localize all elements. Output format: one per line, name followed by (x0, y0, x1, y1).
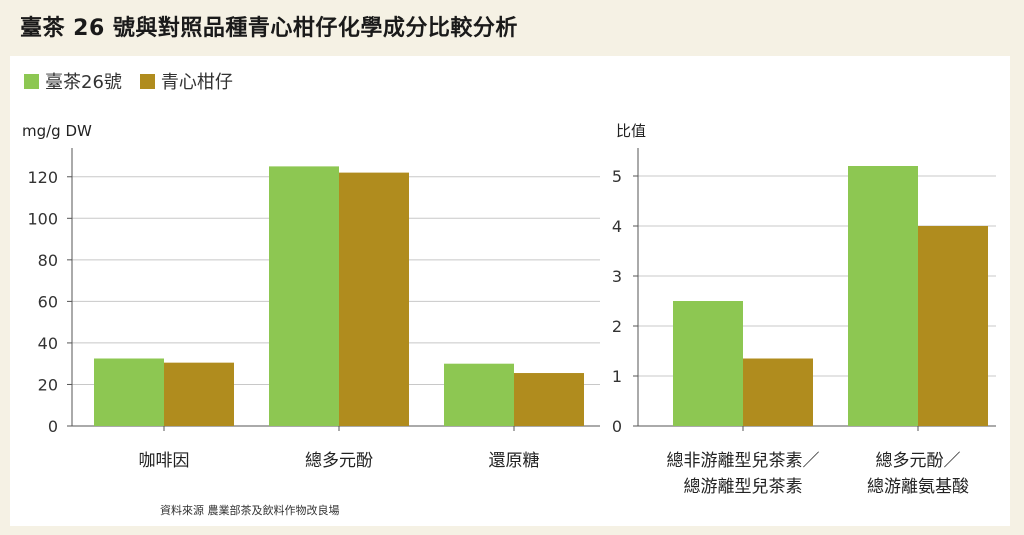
source-note: 資料來源 農業部茶及飲料作物改良場 (160, 504, 340, 517)
bar-qingxin (743, 358, 813, 426)
bar-qingxin (164, 362, 234, 426)
bar-qingxin (514, 373, 584, 426)
legend-item-taicha26: 臺茶26號 (24, 68, 122, 94)
y-tick-label: 2 (612, 317, 622, 336)
y-axis-label: 比值 (616, 122, 646, 140)
x-tick-label: 還原糖 (489, 451, 540, 471)
bar-taicha26 (848, 166, 918, 426)
y-tick-label: 20 (38, 375, 58, 394)
y-tick-label: 1 (612, 367, 622, 386)
legend-label-qingxin: 青心柑仔 (160, 72, 233, 93)
y-tick-label: 40 (38, 334, 58, 353)
bar-qingxin (339, 172, 409, 426)
legend: 臺茶26號 青心柑仔 (24, 68, 251, 94)
bar-taicha26 (269, 166, 339, 426)
x-tick-label: 總游離型兒茶素 (684, 477, 803, 497)
y-tick-label: 100 (27, 209, 58, 228)
y-tick-label: 3 (612, 267, 622, 286)
bar-qingxin (918, 226, 988, 426)
x-tick-label: 總多元酚 (305, 451, 373, 471)
bar-taicha26 (444, 363, 514, 426)
y-tick-label: 60 (38, 292, 58, 311)
x-tick-label: 總游離氨基酸 (867, 477, 969, 497)
y-tick-label: 0 (48, 417, 58, 436)
chart-panel: 臺茶26號 青心柑仔 mg/g DW 0 20 40 60 80 100 120 咖啡因 總多元酚… (10, 56, 1010, 526)
legend-swatch-qingxin (139, 73, 155, 89)
y-tick-label: 80 (38, 251, 58, 270)
y-tick-label: 0 (612, 417, 622, 436)
legend-label-taicha26: 臺茶26號 (45, 72, 122, 93)
x-tick-label: 總多元酚／ (876, 451, 961, 471)
x-tick-label: 總非游離型兒茶素／ (667, 451, 820, 471)
chart-title: 臺茶 26 號與對照品種青心柑仔化學成分比較分析 (20, 16, 518, 41)
bar-taicha26 (673, 301, 743, 426)
x-tick-label: 咖啡因 (139, 451, 190, 471)
y-axis-label: mg/g DW (22, 122, 92, 140)
legend-swatch-taicha26 (24, 73, 39, 89)
y-tick-label: 5 (612, 167, 622, 186)
y-tick-label: 120 (27, 168, 58, 187)
y-tick-label: 4 (612, 217, 622, 236)
bar-taicha26 (94, 358, 164, 426)
charts-svg: mg/g DW 0 20 40 60 80 100 120 咖啡因 總多元酚 還原糖 比值 0 1 2 3 4 5… (22, 122, 996, 497)
legend-item-qingxin: 青心柑仔 (139, 68, 233, 94)
